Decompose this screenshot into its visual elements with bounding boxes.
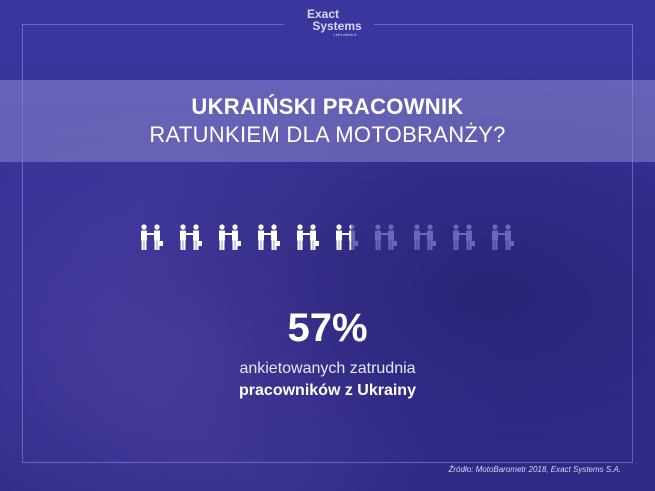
source-note: Źródło: MotoBarometr 2018, Exact Systems… — [448, 465, 621, 474]
divider — [374, 24, 633, 25]
divider — [22, 24, 284, 25]
handshake-people-icon — [255, 224, 281, 252]
handshake-people-icon — [372, 224, 398, 252]
stat-caption: ankietowanych zatrudnia — [239, 360, 416, 377]
title-line2: RATUNKIEM DLA MOTOBRANŻY? — [149, 122, 506, 147]
handshake-people-icon — [138, 224, 164, 252]
handshake-people-icon — [411, 224, 437, 252]
handshake-people-icon — [489, 224, 515, 252]
frame — [22, 24, 633, 463]
logo-text: Systems — [312, 19, 362, 33]
title-band: UKRAIŃSKI PRACOWNIK RATUNKIEM DLA MOTOBR… — [0, 80, 655, 162]
logo-tagline: Let's check it — [333, 32, 357, 37]
title-line1: UKRAIŃSKI PRACOWNIK — [191, 94, 464, 119]
pictogram — [138, 224, 515, 252]
stat-caption-bold: pracowników z Ukrainy — [239, 382, 416, 399]
handshake-people-icon — [177, 224, 203, 252]
stat-value: 57% — [287, 306, 368, 350]
logo: Exact Systems Let's check it — [285, 8, 375, 37]
logo-text: Exact — [306, 7, 340, 21]
handshake-people-icon — [450, 224, 476, 252]
handshake-people-icon — [216, 224, 242, 252]
handshake-people-icon — [333, 224, 359, 252]
handshake-people-icon — [294, 224, 320, 252]
